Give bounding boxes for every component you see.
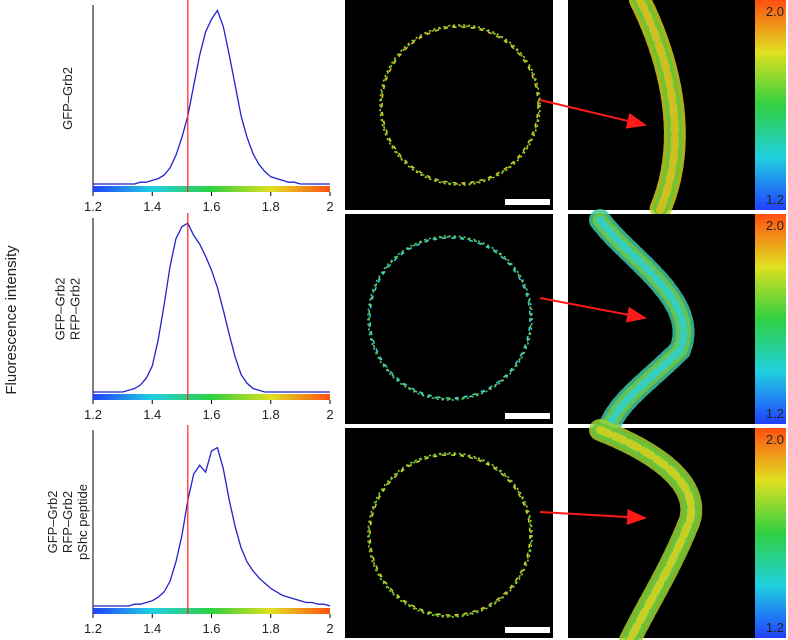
x-tick-label: 1.8: [262, 199, 280, 214]
colorbar-label: 1.2: [766, 620, 784, 635]
x-tick-label: 1.6: [202, 407, 220, 422]
x-tick-label: 2: [326, 407, 333, 422]
cell-membrane: [369, 237, 531, 399]
x-tick-label: 1.2: [84, 621, 102, 636]
scale-bar: [505, 627, 550, 633]
zoom-membrane: [596, 216, 688, 429]
cell-membrane: [368, 453, 532, 617]
x-tick-label: 1.2: [84, 199, 102, 214]
cell-membrane: [368, 236, 532, 400]
x-tick-label: 1.6: [202, 621, 220, 636]
colorbar-label: 2.0: [766, 4, 784, 19]
zoom-colorbar: [755, 214, 786, 424]
x-tick-label: 2: [326, 199, 333, 214]
x-tick-label: 1.2: [84, 407, 102, 422]
x-tick-label: 1.4: [143, 199, 161, 214]
cell-membrane: [379, 24, 541, 186]
x-tick-label: 1.4: [143, 621, 161, 636]
scale-bar: [505, 413, 550, 419]
cell-membrane: [367, 235, 533, 401]
histogram-line: [93, 222, 330, 393]
x-tick-label: 1.8: [262, 621, 280, 636]
arrow: [539, 297, 647, 323]
colorbar: [93, 394, 330, 400]
zoom-colorbar: [755, 428, 786, 638]
x-tick-label: 1.6: [202, 199, 220, 214]
y-axis-label: Fluorescence intensity: [3, 245, 20, 395]
row-label: RFP–Grb2: [68, 278, 83, 340]
cell-membrane: [381, 26, 539, 184]
row-label: pShc peptide: [75, 484, 90, 560]
scale-bar: [505, 199, 550, 205]
micrograph: [345, 428, 553, 638]
micrograph: [345, 214, 553, 424]
micrograph: [345, 0, 553, 210]
colorbar: [93, 608, 330, 614]
row-label: GFP–Grb2: [45, 491, 60, 554]
colorbar-label: 1.2: [766, 406, 784, 421]
zoom-membrane: [596, 426, 696, 640]
row-label: GFP–Grb2: [53, 278, 68, 341]
row-label: GFP–Grb2: [60, 67, 75, 130]
cell-membrane: [380, 25, 540, 185]
x-tick-label: 2: [326, 621, 333, 636]
cell-membrane: [367, 452, 533, 618]
zoom-image: [568, 214, 755, 424]
x-tick-label: 1.4: [143, 407, 161, 422]
arrow: [539, 508, 647, 525]
colorbar: [93, 186, 330, 192]
cell-membrane: [369, 454, 531, 616]
histogram-line: [93, 446, 331, 607]
x-tick-label: 1.8: [262, 407, 280, 422]
zoom-membrane: [636, 0, 679, 214]
histogram-line: [93, 8, 330, 185]
colorbar-label: 2.0: [766, 218, 784, 233]
arrow: [539, 99, 647, 129]
colorbar-label: 1.2: [766, 192, 784, 207]
row-label: RFP–Grb2: [60, 491, 75, 553]
colorbar-label: 2.0: [766, 432, 784, 447]
zoom-colorbar: [755, 0, 786, 210]
